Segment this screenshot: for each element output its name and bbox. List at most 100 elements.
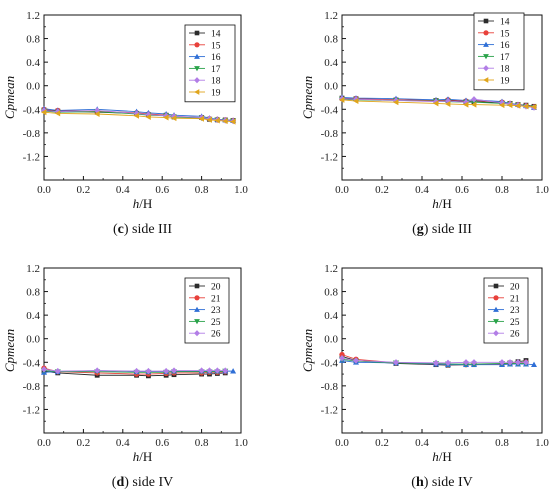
y-tick-label: 0.4	[26, 57, 40, 69]
y-tick-label: 0.8	[324, 34, 338, 46]
panel-caption: (d) side IV	[112, 475, 173, 490]
panel-caption: (c) side III	[113, 222, 172, 237]
legend-marker-14	[483, 18, 489, 24]
data-point-19	[471, 101, 477, 108]
data-point-19	[515, 102, 521, 109]
legend-marker-25	[493, 319, 499, 325]
data-point-26	[393, 359, 399, 366]
x-tick-label: 0.4	[116, 184, 130, 196]
y-axis-label: Cpmean	[2, 76, 17, 119]
legend-label-18: 18	[211, 77, 221, 87]
data-point-19	[222, 118, 228, 125]
legend-label-15: 15	[211, 41, 221, 51]
y-tick-label: 1.2	[26, 10, 40, 22]
legend-label-23: 23	[211, 306, 221, 316]
data-point-26	[523, 359, 529, 366]
caption-text: ) side IV	[424, 475, 473, 490]
x-tick-label: 0.0	[37, 437, 51, 449]
panel-caption: (h) side IV	[411, 475, 472, 490]
x-tick-label: 0.8	[495, 184, 509, 196]
y-tick-label: -0.8	[321, 381, 339, 393]
x-axis-label: h/H	[432, 449, 452, 464]
data-point-26	[515, 359, 521, 366]
y-tick-label: -0.8	[321, 128, 339, 140]
data-point-18	[393, 97, 399, 104]
y-tick-label: -0.4	[321, 357, 339, 369]
y-tick-label: 0.4	[324, 310, 338, 322]
y-tick-label: 1.2	[324, 10, 338, 22]
x-tick-label: 0.8	[195, 184, 209, 196]
legend-label-19: 19	[500, 77, 510, 87]
data-point-26	[206, 367, 213, 374]
y-tick-label: 0.4	[26, 310, 40, 322]
x-tick-label: 0.0	[335, 184, 349, 196]
caption-letter: d	[116, 475, 124, 490]
legend-label-17: 17	[211, 65, 221, 75]
data-point-19	[507, 102, 513, 109]
y-tick-label: 0.8	[26, 34, 40, 46]
legend-label-14: 14	[211, 30, 221, 40]
y-tick-label: -1.2	[321, 151, 338, 163]
x-tick-label: 0.6	[455, 184, 469, 196]
y-tick-label: 0.0	[26, 81, 40, 93]
legend-marker-16	[483, 41, 489, 47]
data-point-26	[171, 367, 178, 374]
data-point-18	[133, 110, 140, 117]
legend-label-21: 21	[211, 294, 221, 304]
x-axis-label-italic: h	[133, 449, 140, 464]
legend-marker-26	[493, 330, 499, 337]
data-point-26	[339, 354, 345, 362]
x-tick-label: 1.0	[234, 437, 248, 449]
data-point-19	[523, 103, 529, 110]
y-tick-label: 1.2	[324, 263, 338, 275]
x-tick-label: 0.0	[37, 184, 51, 196]
legend-label-26: 26	[211, 330, 221, 340]
legend-label-16: 16	[211, 53, 221, 63]
legend-label-25: 25	[211, 318, 221, 328]
legend-label-20: 20	[211, 283, 221, 293]
legend-marker-20	[194, 283, 200, 289]
data-point-19	[171, 115, 177, 122]
data-point-26	[198, 367, 205, 374]
legend-label-23: 23	[510, 306, 520, 316]
data-point-26	[353, 357, 359, 364]
chart-panel-c: 1.2 0.8 0.4 0.0 -0.4 -0.8 -1.2 0.0 0.2 0.4 0.6 0.8 1…	[2, 10, 248, 237]
legend-marker-18	[194, 77, 200, 84]
y-tick-label: -0.4	[321, 104, 339, 116]
legend-marker-14	[194, 30, 200, 36]
y-tick-label: 0.8	[324, 287, 338, 299]
chart-panel-h: 1.2 0.8 0.4 0.0 -0.4 -0.8 -1.2 0.0 0.2 0.4 0.6 0.8 1…	[300, 263, 549, 490]
caption-paren-open: (	[411, 475, 416, 490]
data-point-19	[499, 102, 505, 109]
y-tick-label: -1.2	[321, 404, 338, 416]
legend-marker-17	[483, 54, 489, 60]
legend-label-19: 19	[211, 89, 221, 99]
y-axis-label: Cpmean	[300, 329, 315, 372]
y-tick-label: 0.4	[324, 57, 338, 69]
x-axis-label-italic: h	[432, 449, 439, 464]
data-point-19	[214, 117, 220, 124]
y-tick-label: 0.8	[26, 287, 40, 299]
legend-marker-23	[194, 306, 200, 312]
data-point-23	[230, 368, 237, 374]
legend-marker-19	[483, 77, 489, 83]
data-point-26	[222, 367, 229, 374]
panel-caption: (g) side III	[412, 222, 472, 237]
data-point-19	[433, 100, 439, 107]
data-point-26	[41, 366, 47, 373]
legend-marker-20	[493, 283, 499, 289]
data-point-19	[54, 110, 61, 117]
legend-marker-19	[194, 89, 200, 95]
x-axis-label-italic: h	[432, 196, 439, 211]
caption-text: ) side III	[424, 222, 473, 237]
x-tick-label: 0.8	[495, 437, 509, 449]
x-tick-label: 1.0	[535, 437, 549, 449]
y-axis-label: Cpmean	[2, 329, 17, 372]
series-26	[339, 354, 529, 367]
data-point-18	[171, 113, 178, 120]
data-point-26	[471, 359, 477, 366]
series-19	[339, 96, 537, 110]
